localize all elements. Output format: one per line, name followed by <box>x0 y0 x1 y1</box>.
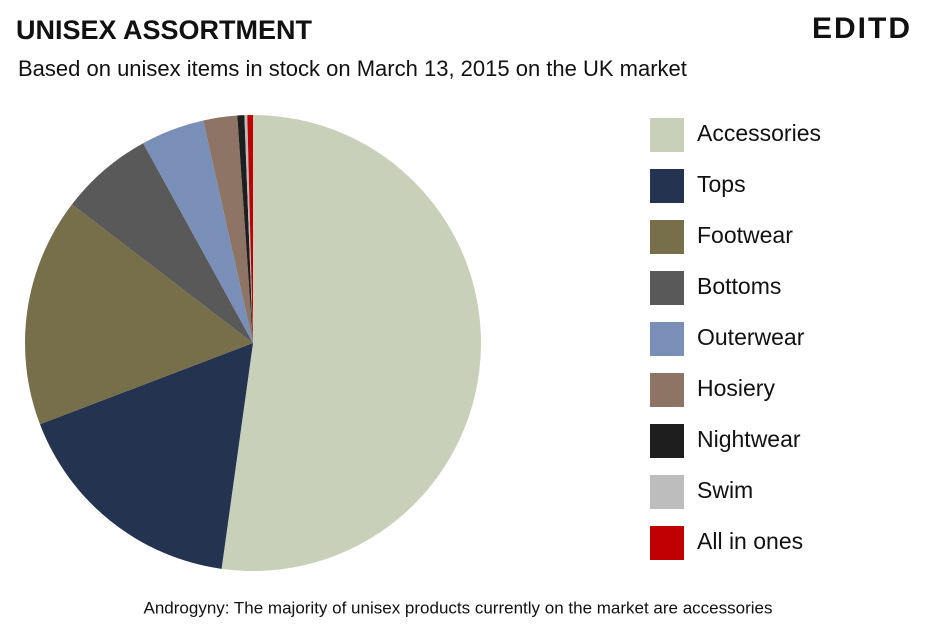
legend-swatch <box>650 118 684 152</box>
chart-subtitle: Based on unisex items in stock on March … <box>18 56 687 81</box>
pie-slice <box>39 343 254 569</box>
legend-swatch <box>650 526 684 560</box>
legend-label: Outerwear <box>697 324 805 350</box>
brand-logo: EDITD <box>812 12 912 45</box>
pie-slice <box>203 115 253 344</box>
pie-slice <box>221 115 482 571</box>
legend-swatch <box>650 169 684 203</box>
pie-slice <box>24 204 253 425</box>
legend-swatch <box>650 271 684 305</box>
legend-label: Footwear <box>697 222 793 248</box>
legend-label: Accessories <box>697 120 821 146</box>
legend-swatch <box>650 424 684 458</box>
chart-title: UNISEX ASSORTMENT <box>16 15 313 45</box>
legend-label: Hosiery <box>697 375 775 401</box>
legend-label: All in ones <box>697 528 803 554</box>
legend-label: Swim <box>697 477 753 503</box>
pie-slice <box>244 115 253 343</box>
legend-swatch <box>650 220 684 254</box>
pie-slice <box>247 115 253 343</box>
legend-swatch <box>650 322 684 356</box>
legend-swatch <box>650 373 684 407</box>
legend-label: Bottoms <box>697 273 781 299</box>
pie-slice <box>237 115 253 343</box>
legend-label: Nightwear <box>697 426 801 452</box>
legend-label: Tops <box>697 171 746 197</box>
legend-swatch <box>650 475 684 509</box>
pie-slice <box>143 120 253 343</box>
caption: Androgyny: The majority of unisex produc… <box>144 598 773 617</box>
pie-slice <box>71 143 254 343</box>
